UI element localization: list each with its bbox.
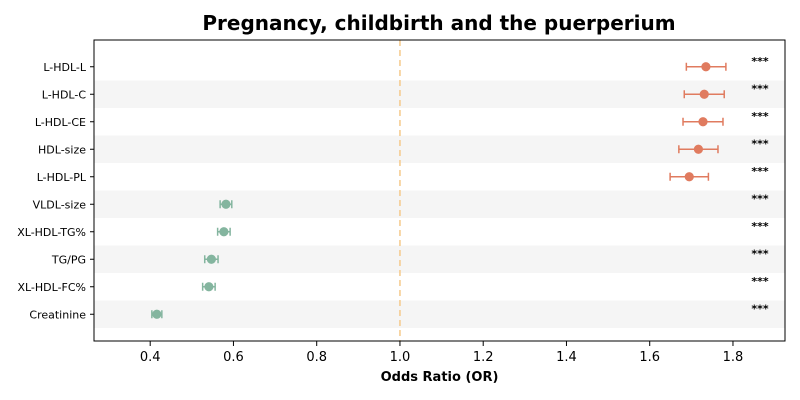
- category-label: XL-HDL-FC%: [17, 281, 86, 294]
- x-axis-label: Odds Ratio (OR): [381, 370, 499, 385]
- or-point: [152, 309, 162, 319]
- row-shade: [94, 80, 785, 108]
- row-shade: [94, 245, 785, 273]
- or-point: [698, 117, 708, 127]
- row-shade: [94, 190, 785, 218]
- x-tick-label: 1.4: [556, 350, 577, 365]
- significance-label: ***: [751, 302, 769, 315]
- significance-label: ***: [751, 247, 769, 260]
- row-shade: [94, 300, 785, 328]
- row-shading-layer: [94, 80, 785, 328]
- row-shade: [94, 135, 785, 163]
- x-tick-label: 0.4: [140, 350, 161, 365]
- category-label: L-HDL-PL: [37, 171, 87, 184]
- category-label: HDL-size: [38, 143, 86, 156]
- x-tick-label: 1.0: [390, 350, 411, 365]
- category-label: VLDL-size: [33, 198, 87, 211]
- significance-label: ***: [751, 82, 769, 95]
- data-points-layer: [151, 62, 727, 319]
- or-point: [693, 144, 704, 154]
- or-point: [684, 172, 694, 182]
- category-labels-layer: L-HDL-L L-HDL-C L-HDL-CE HDL-size L-HDL-PL VL…: [17, 61, 87, 322]
- significance-label: ***: [751, 137, 769, 150]
- or-point: [206, 254, 216, 264]
- chart-title: Pregnancy, childbirth and the puerperium: [202, 11, 675, 35]
- or-point: [701, 62, 711, 72]
- or-point: [221, 199, 231, 209]
- significance-label: ***: [751, 275, 769, 288]
- or-point: [219, 227, 229, 237]
- x-tick-label: 1.2: [473, 350, 494, 365]
- significance-label: ***: [751, 165, 769, 178]
- x-tick-label: 0.8: [306, 350, 327, 365]
- category-label: L-HDL-L: [43, 61, 87, 74]
- x-tick-label: 1.8: [723, 350, 744, 365]
- significance-label: ***: [751, 55, 769, 68]
- significance-label: ***: [751, 220, 769, 233]
- significance-labels-layer: *** *** *** *** *** *** *** *** *** ***: [751, 55, 769, 316]
- category-label: TG/PG: [51, 253, 86, 266]
- or-point: [204, 282, 214, 292]
- or-point: [699, 89, 709, 99]
- x-axis: 0.4 0.6 0.8 1.0 1.2 1.4 1.6 1.8: [90, 66, 744, 365]
- category-label: Creatinine: [29, 308, 86, 321]
- significance-label: ***: [751, 110, 769, 123]
- x-tick-label: 1.6: [639, 350, 660, 365]
- significance-label: ***: [751, 192, 769, 205]
- category-label: XL-HDL-TG%: [17, 226, 86, 239]
- category-label: L-HDL-C: [42, 88, 87, 101]
- category-label: L-HDL-CE: [35, 116, 86, 129]
- x-tick-label: 0.6: [223, 350, 244, 365]
- plot-frame: [93, 39, 786, 342]
